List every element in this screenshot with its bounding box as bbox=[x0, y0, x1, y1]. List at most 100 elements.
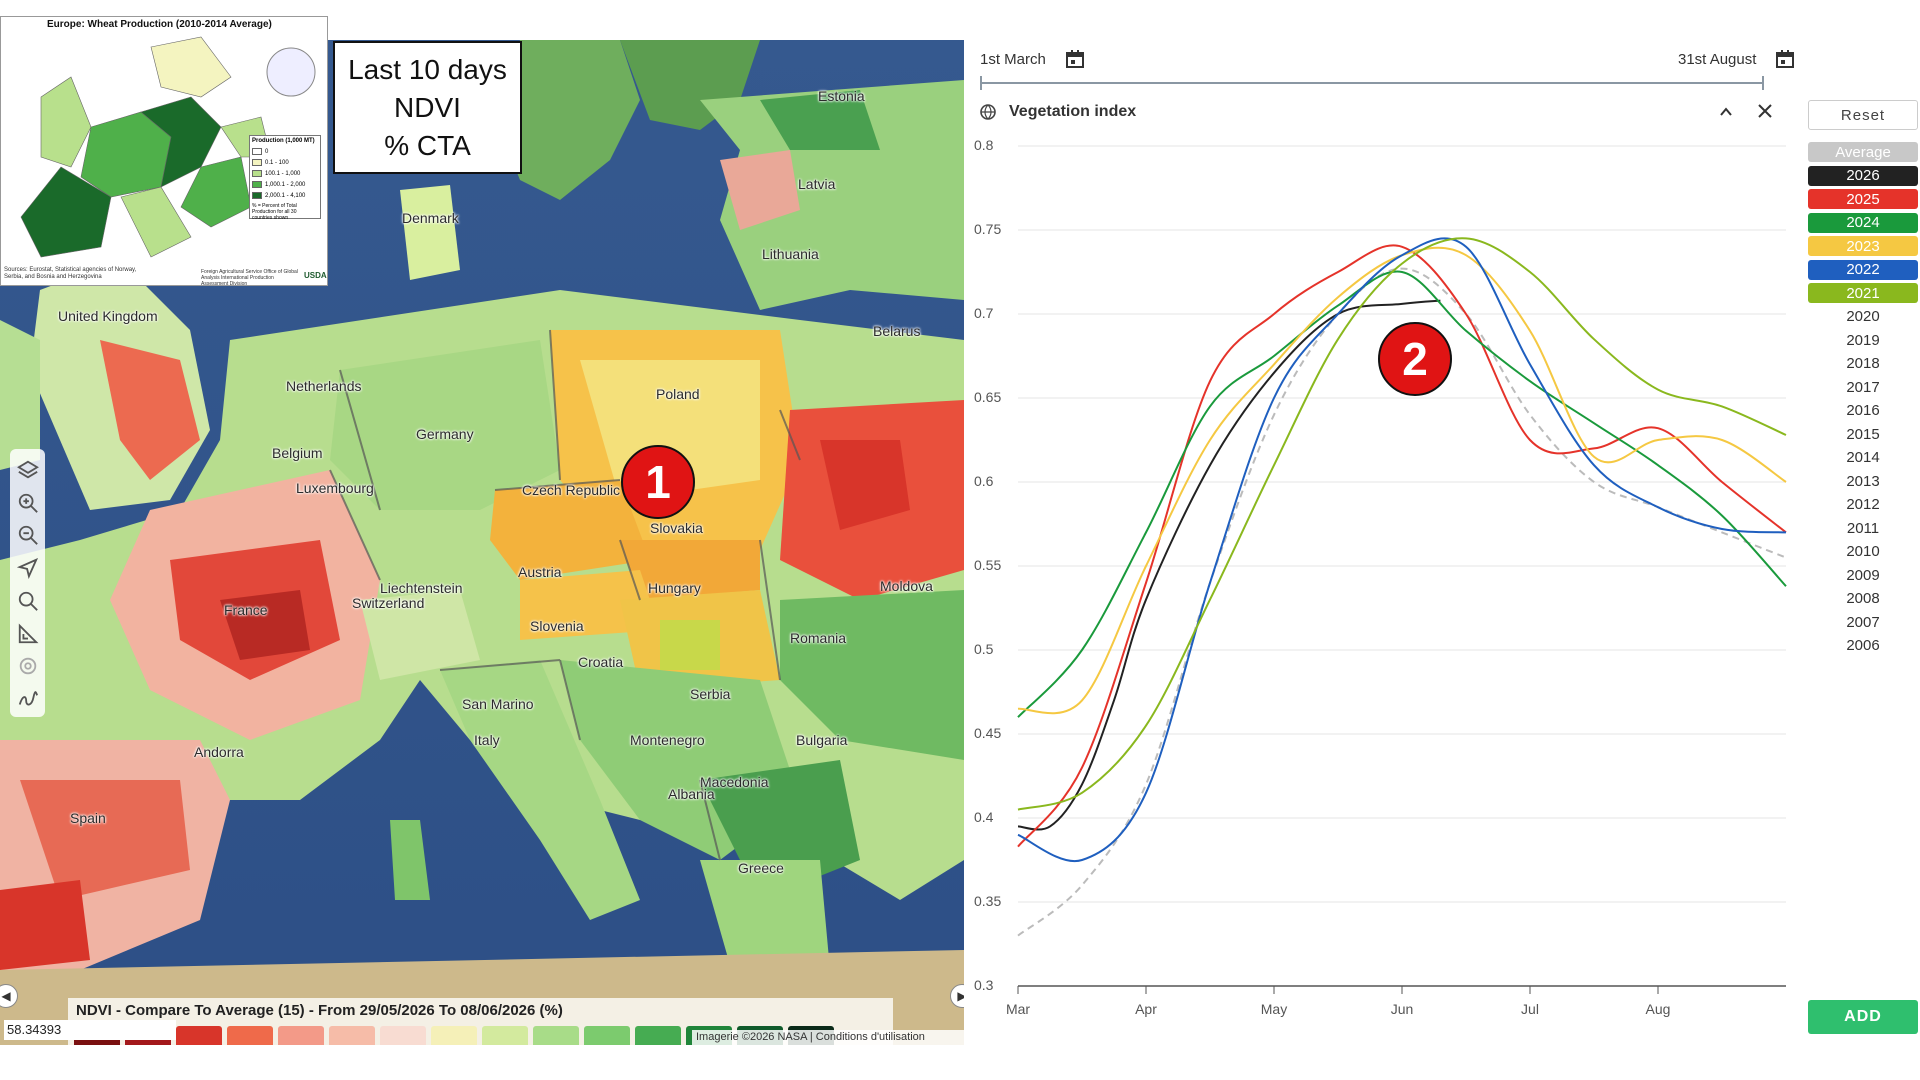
inset-title: Europe: Wheat Production (2010-2014 Aver… bbox=[47, 19, 272, 30]
map-prev-button[interactable]: ◀ bbox=[0, 984, 18, 1008]
map-attribution[interactable]: Imagerie ©2026 NASA | Conditions d'utili… bbox=[692, 1030, 964, 1045]
year-toggle-average[interactable]: Average bbox=[1808, 142, 1918, 162]
inset-agency: Foreign Agricultural Service Office of G… bbox=[201, 269, 298, 286]
year-toggle-2008[interactable]: 2008 bbox=[1846, 590, 1880, 607]
y-tick-label: 0.65 bbox=[974, 389, 1001, 405]
year-toggle-2020[interactable]: 2020 bbox=[1846, 308, 1880, 325]
legend-item: -10/-7.00 bbox=[227, 1026, 273, 1045]
year-selector-list: Average 2026 2025 2024 2023 2022 2021 2020 2019 2… bbox=[1808, 142, 1918, 659]
year-toggle-2014[interactable]: 2014 bbox=[1846, 449, 1880, 466]
legend-swatch bbox=[431, 1026, 477, 1045]
zoom-in-button[interactable] bbox=[13, 488, 43, 518]
series-line-2023[interactable] bbox=[1017, 246, 1787, 715]
year-toggle-2012[interactable]: 2012 bbox=[1846, 496, 1880, 513]
y-tick-label: 0.45 bbox=[974, 725, 1001, 741]
add-button[interactable]: ADD bbox=[1808, 1000, 1918, 1034]
label-italy: Italy bbox=[474, 732, 500, 748]
year-toggle-2007[interactable]: 2007 bbox=[1846, 613, 1880, 631]
label-luxembourg: Luxembourg bbox=[296, 480, 374, 496]
globe-icon bbox=[980, 104, 996, 120]
search-button[interactable] bbox=[13, 586, 43, 616]
year-toggle-2006[interactable]: 2006 bbox=[1846, 637, 1880, 654]
measure-button[interactable] bbox=[13, 619, 43, 649]
map-toolbar bbox=[10, 449, 45, 717]
label-estonia: Estonia bbox=[818, 88, 865, 104]
draw-button[interactable] bbox=[13, 684, 43, 714]
label-denmark: Denmark bbox=[402, 210, 459, 226]
year-toggle-2021[interactable]: 2021 bbox=[1808, 283, 1918, 303]
inset-legend-swatch bbox=[252, 192, 262, 199]
reset-button[interactable]: Reset bbox=[1808, 100, 1918, 130]
series-line-2025[interactable] bbox=[1017, 244, 1787, 848]
inset-legend-row: 2,000.1 - 4,100 bbox=[252, 190, 318, 201]
legend-swatch bbox=[176, 1026, 222, 1045]
series-line-2022[interactable] bbox=[1017, 237, 1787, 863]
legend-swatch bbox=[329, 1026, 375, 1045]
label-moldova: Moldova bbox=[880, 578, 933, 594]
label-poland: Poland bbox=[656, 386, 700, 402]
x-tick-label: Aug bbox=[1646, 1001, 1671, 1017]
y-tick-label: 0.4 bbox=[974, 809, 994, 825]
year-toggle-2015[interactable]: 2015 bbox=[1846, 425, 1880, 443]
year-toggle-2026[interactable]: 2026 bbox=[1808, 165, 1918, 186]
target-button[interactable] bbox=[13, 652, 43, 682]
year-toggle-2025[interactable]: 2025 bbox=[1808, 189, 1918, 209]
series-line-2026[interactable] bbox=[1017, 299, 1441, 831]
y-tick-label: 0.3 bbox=[974, 977, 994, 993]
usda-logo: USDA bbox=[304, 271, 327, 280]
collapse-chevron-up-icon[interactable] bbox=[1718, 104, 1734, 120]
label-czech-republic: Czech Republic bbox=[522, 482, 621, 498]
date-range-end-handle[interactable] bbox=[1762, 76, 1764, 90]
legend-swatch bbox=[278, 1026, 324, 1045]
year-toggle-2011[interactable]: 2011 bbox=[1846, 519, 1880, 537]
legend-item: -7.00/-5... bbox=[278, 1026, 324, 1045]
search-icon bbox=[18, 591, 38, 611]
layers-button[interactable] bbox=[13, 455, 43, 485]
y-tick-label: 0.8 bbox=[974, 137, 994, 153]
start-calendar-icon[interactable] bbox=[1065, 49, 1085, 69]
locate-button[interactable] bbox=[13, 553, 43, 583]
year-toggle-2016[interactable]: 2016 bbox=[1846, 402, 1880, 419]
date-range-start-handle[interactable] bbox=[980, 76, 982, 90]
year-toggle-2010[interactable]: 2010 bbox=[1846, 543, 1880, 560]
year-toggle-2013[interactable]: 2013 bbox=[1846, 472, 1880, 490]
year-toggle-2022[interactable]: 2022 bbox=[1808, 259, 1918, 280]
y-tick-label: 0.6 bbox=[974, 473, 994, 489]
legend-item: 3.00/5.00 bbox=[533, 1026, 579, 1045]
label-liechtenstein: Liechtenstein bbox=[380, 580, 463, 596]
year-toggle-2019[interactable]: 2019 bbox=[1846, 331, 1880, 349]
vegetation-index-chart[interactable]: 0.3 0.35 0.4 0.45 0.5 0.55 0.6 0.65 0.7 0.75 0.8 M… bbox=[966, 40, 1800, 1045]
x-tick-label: Jun bbox=[1391, 1001, 1414, 1017]
y-tick-label: 0.5 bbox=[974, 641, 994, 657]
end-calendar-icon[interactable] bbox=[1775, 49, 1795, 69]
x-tick-label: Jul bbox=[1521, 1001, 1539, 1017]
inset-legend-note: % = Percent of Total Production for all … bbox=[252, 203, 297, 221]
year-toggle-2009[interactable]: 2009 bbox=[1846, 566, 1880, 584]
coordinates-readout: 58.34393 bbox=[4, 1020, 176, 1040]
legend-item: 1.00/3.00 bbox=[482, 1026, 528, 1045]
ruler-angle-icon bbox=[18, 623, 38, 643]
legend-item: 5.00/7.00 bbox=[584, 1026, 630, 1045]
map-panel[interactable]: Estonia Latvia Lithuania Denmark United … bbox=[0, 40, 964, 1045]
legend-item: -20/-10 bbox=[176, 1026, 222, 1045]
y-tick-label: 0.7 bbox=[974, 305, 994, 321]
inset-legend-row: 0 bbox=[252, 146, 318, 157]
label-montenegro: Montenegro bbox=[630, 732, 705, 748]
legend-item: 7.00/10 bbox=[635, 1026, 681, 1045]
year-toggle-2018[interactable]: 2018 bbox=[1846, 355, 1880, 372]
label-spain: Spain bbox=[70, 810, 106, 826]
inset-legend-rows: 0 0.1 - 100 100.1 - 1,000 1,000.1 - 2,000 2,… bbox=[252, 146, 318, 201]
year-toggle-2024[interactable]: 2024 bbox=[1808, 212, 1918, 233]
label-slovenia: Slovenia bbox=[530, 618, 584, 634]
close-icon[interactable] bbox=[1756, 102, 1774, 120]
label-austria: Austria bbox=[518, 564, 562, 580]
year-toggle-2023[interactable]: 2023 bbox=[1808, 236, 1918, 256]
year-toggle-2017[interactable]: 2017 bbox=[1846, 378, 1880, 396]
label-france: France bbox=[224, 602, 268, 618]
label-germany: Germany bbox=[416, 426, 474, 442]
date-range-slider[interactable] bbox=[980, 82, 1764, 84]
info-line-1: Last 10 days bbox=[348, 53, 507, 85]
zoom-out-button[interactable] bbox=[13, 521, 43, 551]
series-line-2021[interactable] bbox=[1017, 237, 1787, 811]
